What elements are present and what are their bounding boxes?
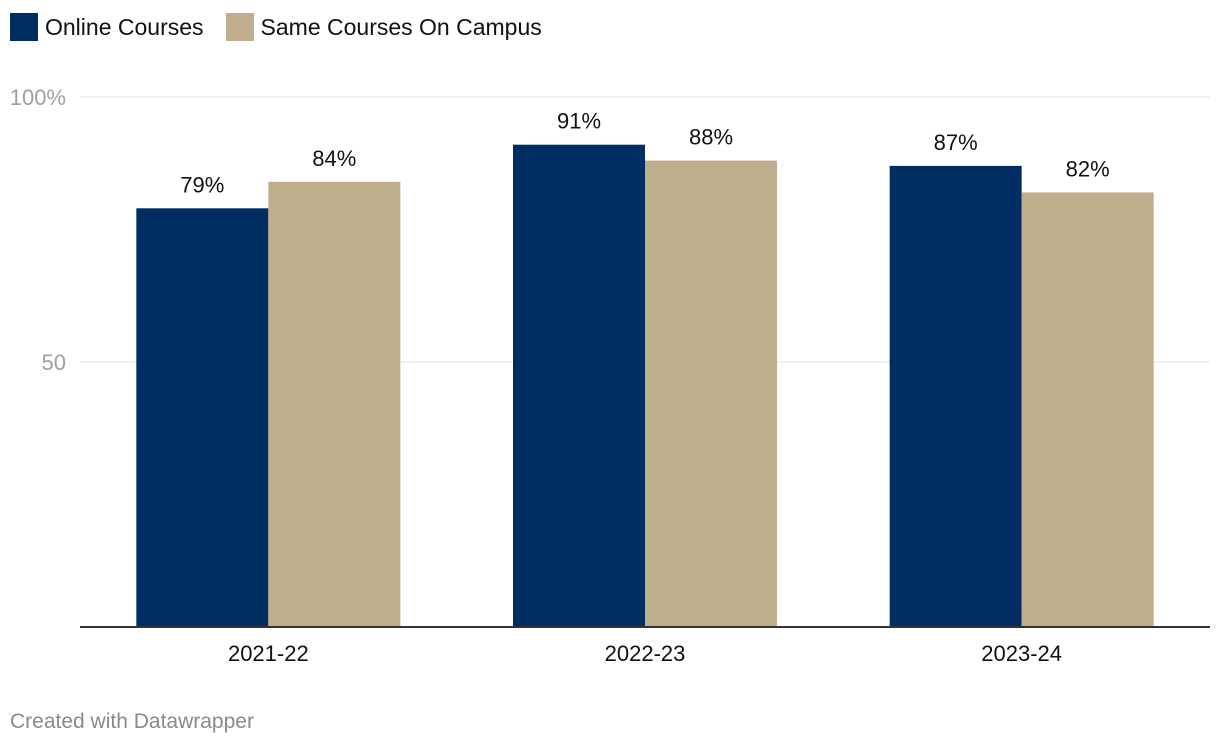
bar-2021-22-online (136, 208, 269, 628)
legend-item-online: Online Courses (10, 13, 204, 41)
x-tick-label-2023-24: 2023-24 (981, 641, 1062, 666)
bar-2023-24-online (889, 165, 1022, 627)
legend-swatch-campus (225, 13, 254, 41)
bar-2021-22-campus (268, 181, 401, 628)
data-label-2021-22-campus: 84% (312, 146, 356, 171)
legend-item-campus: Same Courses On Campus (225, 13, 542, 41)
bar-chart: 50 100% 79% 84% 2021-22 91% 88% 2022-23 87% 82% 20… (10, 85, 1210, 666)
bar-2022-23-online (513, 144, 645, 627)
datawrapper-credit: Created with Datawrapper (10, 710, 254, 733)
data-label-2023-24-online: 87% (934, 130, 978, 155)
chart-legend: Online Courses Same Courses On Campus (10, 12, 564, 42)
x-tick-label-2021-22: 2021-22 (228, 641, 309, 666)
bar-2022-23-campus (645, 160, 777, 627)
y-tick-label-50: 50 (42, 350, 66, 375)
legend-label-online: Online Courses (45, 13, 204, 40)
data-label-2021-22-online: 79% (180, 172, 224, 197)
data-label-2022-23-campus: 88% (689, 125, 733, 150)
data-label-2023-24-campus: 82% (1066, 156, 1110, 181)
bar-2023-24-campus (1021, 192, 1154, 627)
x-tick-label-2022-23: 2022-23 (605, 641, 686, 666)
y-tick-label-100: 100% (10, 85, 66, 110)
data-label-2022-23-online: 91% (557, 109, 601, 134)
legend-label-campus: Same Courses On Campus (260, 13, 542, 40)
legend-swatch-online (10, 13, 38, 41)
